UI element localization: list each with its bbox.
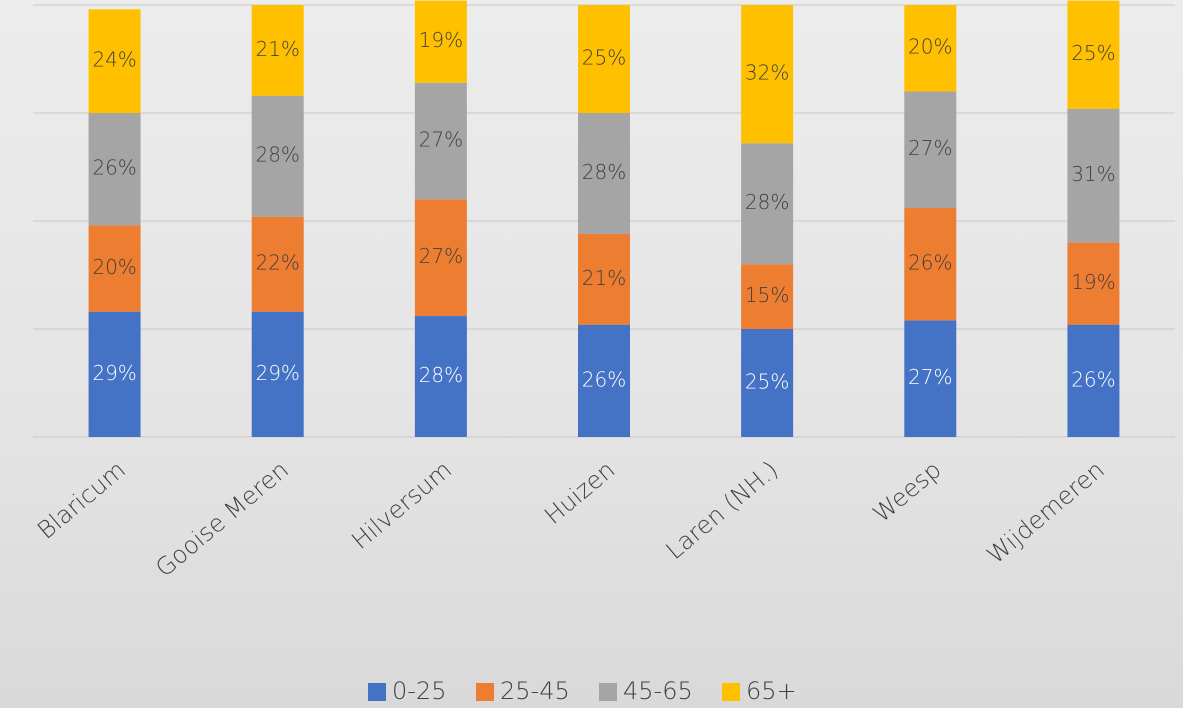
bar-segment xyxy=(1067,242,1120,325)
data-label: 25% xyxy=(1071,41,1115,65)
x-tick-label: Weesp xyxy=(868,456,947,529)
bar-segment xyxy=(904,320,957,437)
bar-segment xyxy=(741,143,794,265)
data-label: 28% xyxy=(745,190,789,214)
data-label: 25% xyxy=(745,370,789,394)
bar-segment xyxy=(414,199,467,317)
bar-segment xyxy=(904,91,957,209)
bar-segment xyxy=(578,5,630,113)
bar-segment xyxy=(904,5,957,92)
data-label: 26% xyxy=(1071,367,1115,391)
data-label: 22% xyxy=(255,251,299,275)
legend-label: 65+ xyxy=(746,677,797,705)
data-label: 32% xyxy=(745,61,789,85)
legend-swatch xyxy=(476,683,494,701)
bar-segment xyxy=(251,5,304,96)
x-tick-label: Blaricum xyxy=(32,456,131,545)
legend-swatch xyxy=(722,683,740,701)
bar-segment xyxy=(414,82,467,200)
bar-segment xyxy=(251,216,304,312)
bar-segment xyxy=(88,225,141,312)
data-label: 27% xyxy=(419,244,463,268)
data-label: 31% xyxy=(1071,162,1115,186)
bar-segment xyxy=(251,311,304,437)
data-label: 21% xyxy=(582,266,626,290)
bar-segment xyxy=(414,0,467,83)
bar-segment xyxy=(251,95,304,217)
data-label: 21% xyxy=(255,37,299,61)
bar-segment xyxy=(88,113,141,226)
data-label: 27% xyxy=(908,136,952,160)
legend-label: 0-25 xyxy=(392,677,446,705)
bar-segment xyxy=(1067,108,1120,243)
x-tick-label: Laren (NH.) xyxy=(661,456,784,565)
data-label: 27% xyxy=(908,365,952,389)
bar-segment xyxy=(88,9,141,113)
data-label: 20% xyxy=(908,35,952,59)
bar-segment xyxy=(414,316,467,437)
data-label: 29% xyxy=(255,361,299,385)
bar-segment xyxy=(741,5,794,144)
data-label: 26% xyxy=(582,367,626,391)
bar-segment xyxy=(1067,324,1120,437)
data-label: 20% xyxy=(92,255,136,279)
bar-segment xyxy=(741,329,794,437)
data-label: 26% xyxy=(908,251,952,275)
data-label: 25% xyxy=(582,46,626,70)
x-tick-label: Wijdemeren xyxy=(981,456,1109,570)
bar-segment xyxy=(1067,0,1120,109)
data-label: 27% xyxy=(419,128,463,152)
bar-segment xyxy=(88,311,141,437)
bar-segment xyxy=(578,233,630,325)
data-label: 19% xyxy=(419,28,463,52)
data-label: 26% xyxy=(92,156,136,180)
bar-segment xyxy=(578,324,630,437)
legend-label: 25-45 xyxy=(500,677,570,705)
legend-swatch xyxy=(368,683,386,701)
data-label: 28% xyxy=(255,143,299,167)
x-tick-label: Hilversum xyxy=(346,456,457,555)
bar-segment xyxy=(741,264,794,329)
data-label: 28% xyxy=(582,160,626,184)
bar-segment xyxy=(578,113,630,234)
legend-swatch xyxy=(599,683,617,701)
bar-segment xyxy=(904,208,957,321)
data-label: 28% xyxy=(419,363,463,387)
data-label: 15% xyxy=(745,283,789,307)
legend-label: 45-65 xyxy=(623,677,693,705)
data-label: 29% xyxy=(92,361,136,385)
x-tick-label: Gooise Meren xyxy=(150,456,294,583)
x-tick-label: Huizen xyxy=(539,456,620,530)
data-label: 24% xyxy=(92,48,136,72)
data-label: 19% xyxy=(1071,270,1115,294)
